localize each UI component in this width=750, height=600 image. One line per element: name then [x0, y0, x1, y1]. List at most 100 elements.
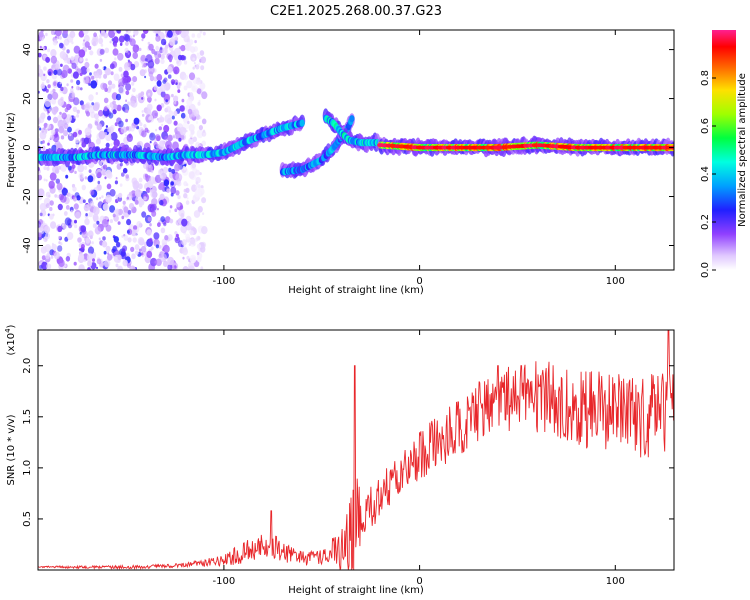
noise-blob — [130, 63, 136, 71]
colorbar-ticks: 0.0 0.2 0.4 0.6 0.8 — [700, 70, 716, 278]
noise-blob — [127, 101, 131, 106]
noise-blob — [141, 211, 147, 218]
noise-blob — [127, 52, 130, 55]
noise-blob — [175, 190, 180, 196]
noise-blob — [60, 194, 67, 203]
noise-blob — [166, 188, 170, 193]
noise-blob — [178, 209, 185, 217]
noise-blob — [74, 219, 77, 224]
noise-blob — [94, 121, 99, 126]
noise-blob — [72, 131, 78, 138]
noise-blob — [144, 173, 148, 178]
noise-blob — [164, 235, 169, 241]
noise-blob — [160, 253, 167, 263]
noise-blob — [183, 74, 188, 81]
noise-blob — [167, 74, 172, 79]
noise-blob — [87, 267, 91, 270]
noise-blob — [97, 180, 101, 185]
noise-blob — [126, 262, 131, 268]
noise-blob — [60, 96, 64, 101]
noise-blob — [69, 133, 72, 137]
noise-blob — [63, 123, 69, 130]
noise-blob — [195, 176, 201, 184]
noise-blob — [171, 115, 175, 120]
noise-blob — [60, 163, 67, 172]
colorbar: 0.0 0.2 0.4 0.6 0.8 Normalized spectral ampl… — [700, 30, 748, 278]
noise-blob — [83, 259, 87, 263]
noise-blob — [182, 246, 188, 253]
noise-blob — [68, 91, 76, 100]
noise-blob — [196, 32, 202, 39]
noise-blob — [76, 109, 80, 114]
noise-blob — [189, 92, 194, 98]
noise-blob — [94, 113, 99, 120]
noise-blob — [144, 75, 147, 79]
noise-blob — [202, 31, 206, 36]
noise-blob — [131, 81, 135, 86]
noise-blob — [173, 120, 178, 126]
noise-blob — [167, 264, 173, 270]
noise-blob — [125, 90, 130, 96]
noise-blob — [104, 47, 110, 54]
noise-blob — [179, 105, 185, 112]
noise-blob — [126, 218, 132, 226]
noise-blob — [174, 163, 181, 172]
noise-blob — [122, 200, 126, 205]
noise-blob — [102, 164, 108, 170]
noise-blob — [161, 123, 164, 127]
noise-blob — [197, 206, 203, 213]
snr-series-line — [38, 330, 674, 570]
noise-blob — [186, 98, 193, 107]
noise-blob — [193, 46, 198, 52]
noise-blob — [192, 66, 195, 70]
noise-blob — [70, 56, 75, 61]
noise-blob — [177, 54, 183, 61]
noise-blob — [91, 241, 94, 245]
noise-blob — [183, 193, 188, 199]
noise-blob — [90, 200, 94, 206]
noise-blob — [122, 248, 126, 253]
noise-blob — [43, 166, 47, 171]
noise-blob — [40, 246, 47, 254]
noise-blob — [148, 43, 154, 51]
noise-blob — [159, 140, 165, 148]
noise-blob — [168, 209, 172, 213]
noise-blob — [49, 134, 55, 141]
noise-blob — [42, 223, 49, 231]
noise-blob — [77, 163, 85, 173]
noise-blob — [45, 32, 48, 37]
noise-blob — [88, 94, 94, 102]
noise-blob — [129, 100, 136, 107]
noise-blob — [87, 260, 93, 267]
noise-blob — [47, 84, 51, 89]
noise-blob — [125, 109, 129, 113]
noise-blob — [159, 116, 165, 123]
noise-blob — [38, 174, 43, 181]
noise-blob — [160, 227, 166, 234]
noise-blob — [53, 69, 58, 76]
noise-blob — [149, 204, 152, 208]
noise-blob — [163, 77, 168, 83]
noise-blob — [134, 244, 140, 251]
noise-blob — [109, 189, 116, 197]
noise-blob — [188, 124, 195, 132]
noise-blob — [127, 237, 132, 243]
noise-blob — [85, 213, 88, 217]
noise-blob — [67, 165, 72, 171]
noise-blob — [192, 57, 195, 61]
noise-blob — [95, 197, 99, 201]
noise-blob — [163, 179, 170, 187]
noise-blob — [113, 104, 118, 110]
noise-blob — [132, 237, 137, 243]
noise-blob — [141, 110, 144, 113]
noise-blob — [181, 218, 188, 227]
noise-blob — [171, 168, 176, 174]
noise-blob — [118, 85, 125, 95]
noise-blob — [183, 167, 187, 171]
y-tick-label: 1.0 — [22, 460, 33, 476]
noise-blob — [52, 116, 59, 124]
noise-blob — [173, 101, 177, 105]
noise-blob — [132, 87, 136, 93]
noise-blob — [64, 236, 69, 242]
noise-blob — [200, 56, 207, 64]
